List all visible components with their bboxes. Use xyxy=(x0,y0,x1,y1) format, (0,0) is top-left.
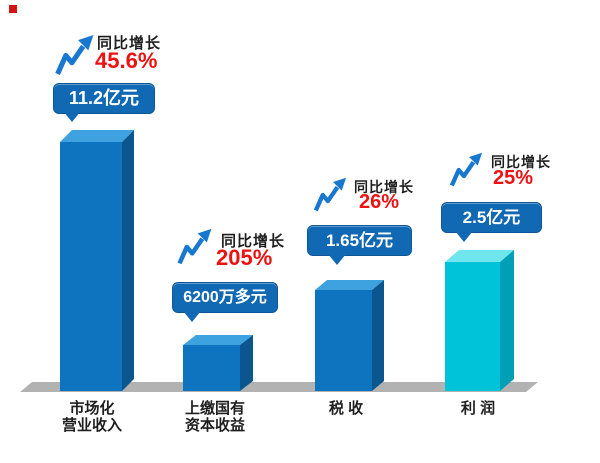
growth-arrow-icon xyxy=(55,35,94,75)
category-label: 上缴国有 资本收益 xyxy=(165,400,265,434)
arrow-zigzag xyxy=(177,237,205,265)
category-label: 市场化 营业收入 xyxy=(42,400,142,434)
bar-top-face xyxy=(183,335,253,345)
bubble-tail xyxy=(328,254,346,265)
bar-tax xyxy=(315,280,384,391)
category-label: 利 润 xyxy=(428,400,528,417)
category-line1: 上缴国有 xyxy=(184,400,245,417)
value-bubble: 1.65亿元 xyxy=(307,225,412,256)
bar-top-face xyxy=(60,130,134,142)
bar-front-face xyxy=(183,345,240,391)
growth-value: 45.6% xyxy=(95,48,158,73)
bubble-tail xyxy=(63,111,81,122)
arrow-zigzag xyxy=(449,161,476,187)
growth-arrow-icon xyxy=(313,177,347,212)
growth-label: 同比增长 xyxy=(491,154,551,170)
growth-value: 26% xyxy=(359,191,400,213)
growth-label: 同比增长 xyxy=(354,179,414,195)
bar-side-face xyxy=(240,335,253,391)
growth-arrow-icon xyxy=(177,228,212,265)
arrow-zigzag xyxy=(55,44,86,75)
category-line1: 利 润 xyxy=(460,400,496,417)
growth-label: 同比增长 xyxy=(97,35,162,52)
growth-value: 205% xyxy=(216,245,273,270)
growth-value: 25% xyxy=(493,167,534,189)
arrow-head xyxy=(333,177,347,191)
red-square-decoration xyxy=(9,5,17,13)
arrow-head xyxy=(469,152,483,166)
category-line2: 营业收入 xyxy=(61,417,122,434)
arrow-head xyxy=(78,35,94,51)
value-bubble: 11.2亿元 xyxy=(53,83,155,114)
chart-floor xyxy=(20,382,538,392)
bar-side-face xyxy=(500,250,514,391)
arrow-zigzag xyxy=(313,186,340,212)
bubble-tail xyxy=(455,231,473,242)
bar-front-face xyxy=(445,262,500,391)
category-line1: 市场化 xyxy=(69,400,115,417)
category-line2: 资本收益 xyxy=(184,417,245,434)
bar-profit xyxy=(445,250,514,391)
growth-label: 同比增长 xyxy=(221,233,286,250)
bar-side-face xyxy=(372,280,384,391)
bar-front-face xyxy=(60,142,122,391)
bar-state-capital-gains xyxy=(183,335,253,391)
bar-front-face xyxy=(315,290,372,391)
bubble-tail xyxy=(183,311,201,322)
bar-top-face xyxy=(445,250,514,262)
value-bubble: 2.5亿元 xyxy=(441,202,542,233)
growth-arrow-icon xyxy=(449,152,483,187)
bar-market-revenue xyxy=(60,130,134,391)
bar-top-face xyxy=(315,280,384,290)
bar-side-face xyxy=(122,130,134,391)
category-line1: 税 收 xyxy=(328,400,364,417)
category-label: 税 收 xyxy=(296,400,396,417)
value-bubble: 6200万多元 xyxy=(172,282,278,313)
